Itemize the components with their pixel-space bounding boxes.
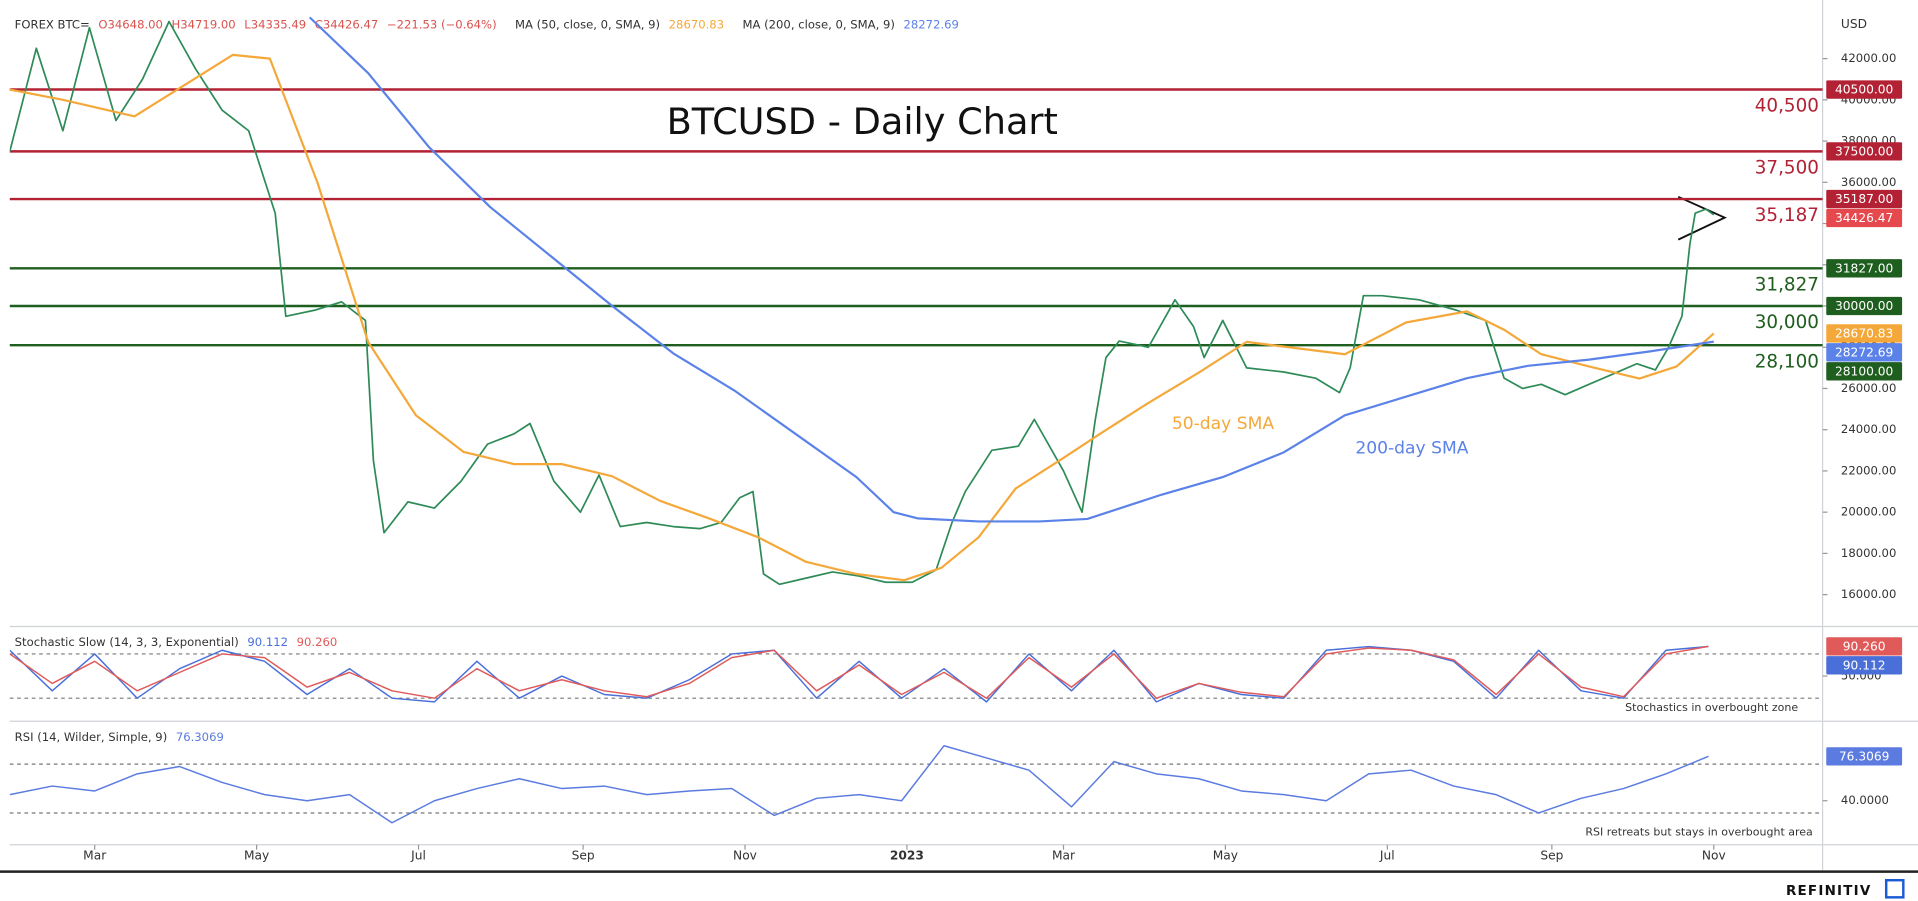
series-line [308, 16, 1714, 523]
legend-symbol: FOREX BTC= [15, 17, 90, 31]
legend-value: L34335.49 [244, 17, 306, 31]
annotation: 200-day SMA [1355, 439, 1468, 459]
level-label: 35,187 [1755, 205, 1819, 226]
x-tick-label: Sep [1540, 848, 1563, 862]
y-tick-label: 36000.00 [1841, 175, 1896, 189]
series-group [9, 20, 1715, 586]
legend-value: 76.3069 [176, 730, 224, 744]
x-tick-label: 2023 [890, 848, 924, 862]
level-label: 40,500 [1755, 96, 1819, 117]
price-badge-label: 28670.83 [1835, 327, 1893, 341]
level-label: 31,827 [1755, 274, 1819, 295]
annotation: Stochastics in overbought zone [1625, 701, 1798, 714]
series-group [9, 53, 1715, 582]
legend-value: 90.260 [297, 634, 338, 648]
legend-value: 90.112 [247, 634, 288, 648]
stoch-legend: Stochastic Slow (14, 3, 3, Exponential) … [15, 634, 338, 648]
price-badge [1826, 637, 1903, 656]
price-badge-label: 28272.69 [1835, 345, 1893, 359]
legend-entry: MA (50, close, 0, SMA, 9) [515, 17, 660, 31]
y-tick-label: 20000.00 [1841, 505, 1896, 519]
price-badge-label: 28100.00 [1835, 364, 1893, 378]
price-badge-label: 40500.00 [1835, 83, 1893, 97]
price-badge [1826, 259, 1903, 278]
series-group [308, 16, 1714, 523]
price-badge-label: 90.260 [1843, 639, 1886, 653]
legend-value: H34719.00 [172, 17, 236, 31]
price-badge [1826, 296, 1903, 316]
x-tick-label: May [1213, 848, 1238, 862]
price-badge-label: 90.112 [1843, 658, 1886, 672]
x-tick-label: Mar [1052, 848, 1076, 862]
price-badge [1826, 656, 1903, 675]
price-badge [1826, 142, 1903, 161]
chart-title: BTCUSD - Daily Chart [667, 100, 1058, 143]
y-tick-label: 24000.00 [1841, 422, 1896, 436]
rsi-legend: RSI (14, Wilder, Simple, 9) 76.3069 [15, 730, 224, 744]
annotation: 50-day SMA [1172, 414, 1275, 434]
price-badge [1826, 747, 1903, 766]
panel-title: Stochastic Slow (14, 3, 3, Exponential) [15, 634, 239, 648]
x-tick-label: Nov [1702, 848, 1726, 862]
y-tick-label: 18000.00 [1841, 546, 1896, 560]
y-tick-label: 22000.00 [1841, 463, 1896, 477]
x-tick-label: Jul [1379, 848, 1395, 862]
series-line [9, 53, 1715, 582]
brand: REFINITIV [1786, 884, 1872, 899]
series-group [9, 645, 1709, 699]
x-tick-label: Sep [572, 848, 595, 862]
price-badge-label: 31827.00 [1835, 261, 1893, 275]
series-line [9, 20, 1715, 586]
legend-value: −221.53 (−0.64%) [387, 17, 497, 31]
legend-value: 28272.69 [904, 17, 959, 31]
triangle-pattern [1677, 195, 1727, 241]
legend-entry: MA (200, close, 0, SMA, 9) [742, 17, 894, 31]
price-badge-label: 34426.47 [1835, 211, 1893, 225]
panel-title: RSI (14, Wilder, Simple, 9) [15, 730, 168, 744]
level-label: 37,500 [1755, 158, 1819, 179]
level-label: 30,000 [1755, 312, 1819, 333]
price-badge [1826, 208, 1903, 228]
x-tick-label: May [244, 848, 269, 862]
annotation: RSI retreats but stays in overbought are… [1585, 826, 1812, 839]
y-tick-label: 26000.00 [1841, 381, 1896, 395]
series-group [9, 745, 1709, 824]
y-tick-label: 40.0000 [1841, 793, 1889, 807]
legend-value: C34426.47 [315, 17, 379, 31]
y-tick-label: 16000.00 [1841, 587, 1896, 601]
price-badge [1826, 80, 1903, 99]
price-badge [1826, 324, 1903, 343]
price-badge [1826, 343, 1903, 362]
legend-value: 28670.83 [669, 17, 724, 31]
level-label: 28,100 [1755, 351, 1819, 372]
price-badge-label: 30000.00 [1835, 299, 1893, 313]
legend-value: O34648.00 [98, 17, 163, 31]
series-line [9, 745, 1709, 824]
price-badge [1826, 189, 1903, 209]
brand-icon [1884, 878, 1905, 899]
x-tick-label: Jul [410, 848, 426, 862]
x-tick-label: Mar [83, 848, 107, 862]
price-badge-label: 35187.00 [1835, 192, 1893, 206]
price-badge-label: 76.3069 [1839, 749, 1890, 763]
price-legend: FOREX BTC= O34648.00 H34719.00 L34335.49… [15, 17, 959, 31]
y-unit: USD [1841, 17, 1867, 31]
series-line [9, 645, 1709, 699]
x-tick-label: Nov [733, 848, 757, 862]
y-tick-label: 42000.00 [1841, 51, 1896, 65]
price-badge [1826, 362, 1903, 381]
price-badge-label: 37500.00 [1835, 144, 1893, 158]
